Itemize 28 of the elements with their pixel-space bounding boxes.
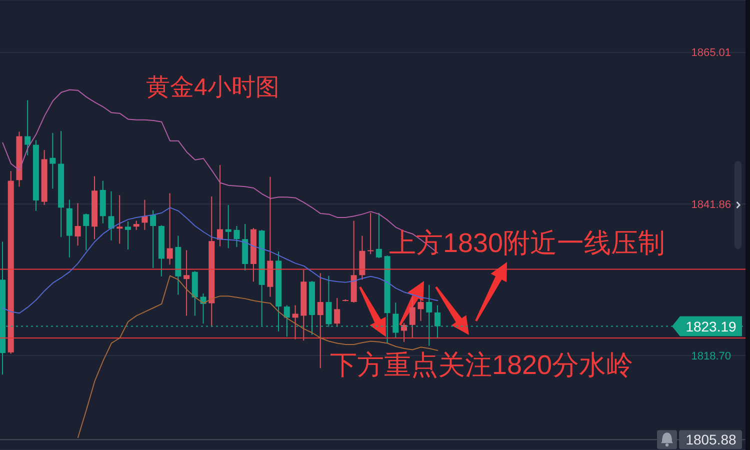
candlestick <box>83 213 90 251</box>
candlestick <box>334 298 340 327</box>
y-tick-label: 1818.70 <box>691 350 731 363</box>
text: 黄金4小时图 <box>146 74 280 101</box>
candlestick <box>50 132 56 190</box>
candlestick <box>401 322 408 342</box>
line-series <box>77 275 438 438</box>
y-tick-label: 1865.01 <box>691 47 731 60</box>
ref-line-label: 1805.88 <box>686 432 737 448</box>
candlestick <box>116 194 123 244</box>
candlestick <box>184 250 190 316</box>
candlestick <box>376 212 382 259</box>
annotation: 下方重点关注1820分水岭 <box>330 350 634 380</box>
candlestick <box>409 296 416 338</box>
candlestick <box>24 100 31 156</box>
candlestick <box>368 212 374 255</box>
candlestick <box>150 210 156 268</box>
candlestick <box>108 190 114 241</box>
ref-line-label: 1823.19 <box>686 318 737 334</box>
candlestick <box>317 272 324 369</box>
candlestick <box>234 225 240 248</box>
candlestick <box>166 192 173 266</box>
y-tick-label: 1841.86 <box>691 198 731 211</box>
candlestick <box>124 220 131 250</box>
candlestick <box>133 220 140 230</box>
candlestick <box>225 204 232 249</box>
candlestick <box>418 296 424 322</box>
candlestick <box>74 202 81 246</box>
